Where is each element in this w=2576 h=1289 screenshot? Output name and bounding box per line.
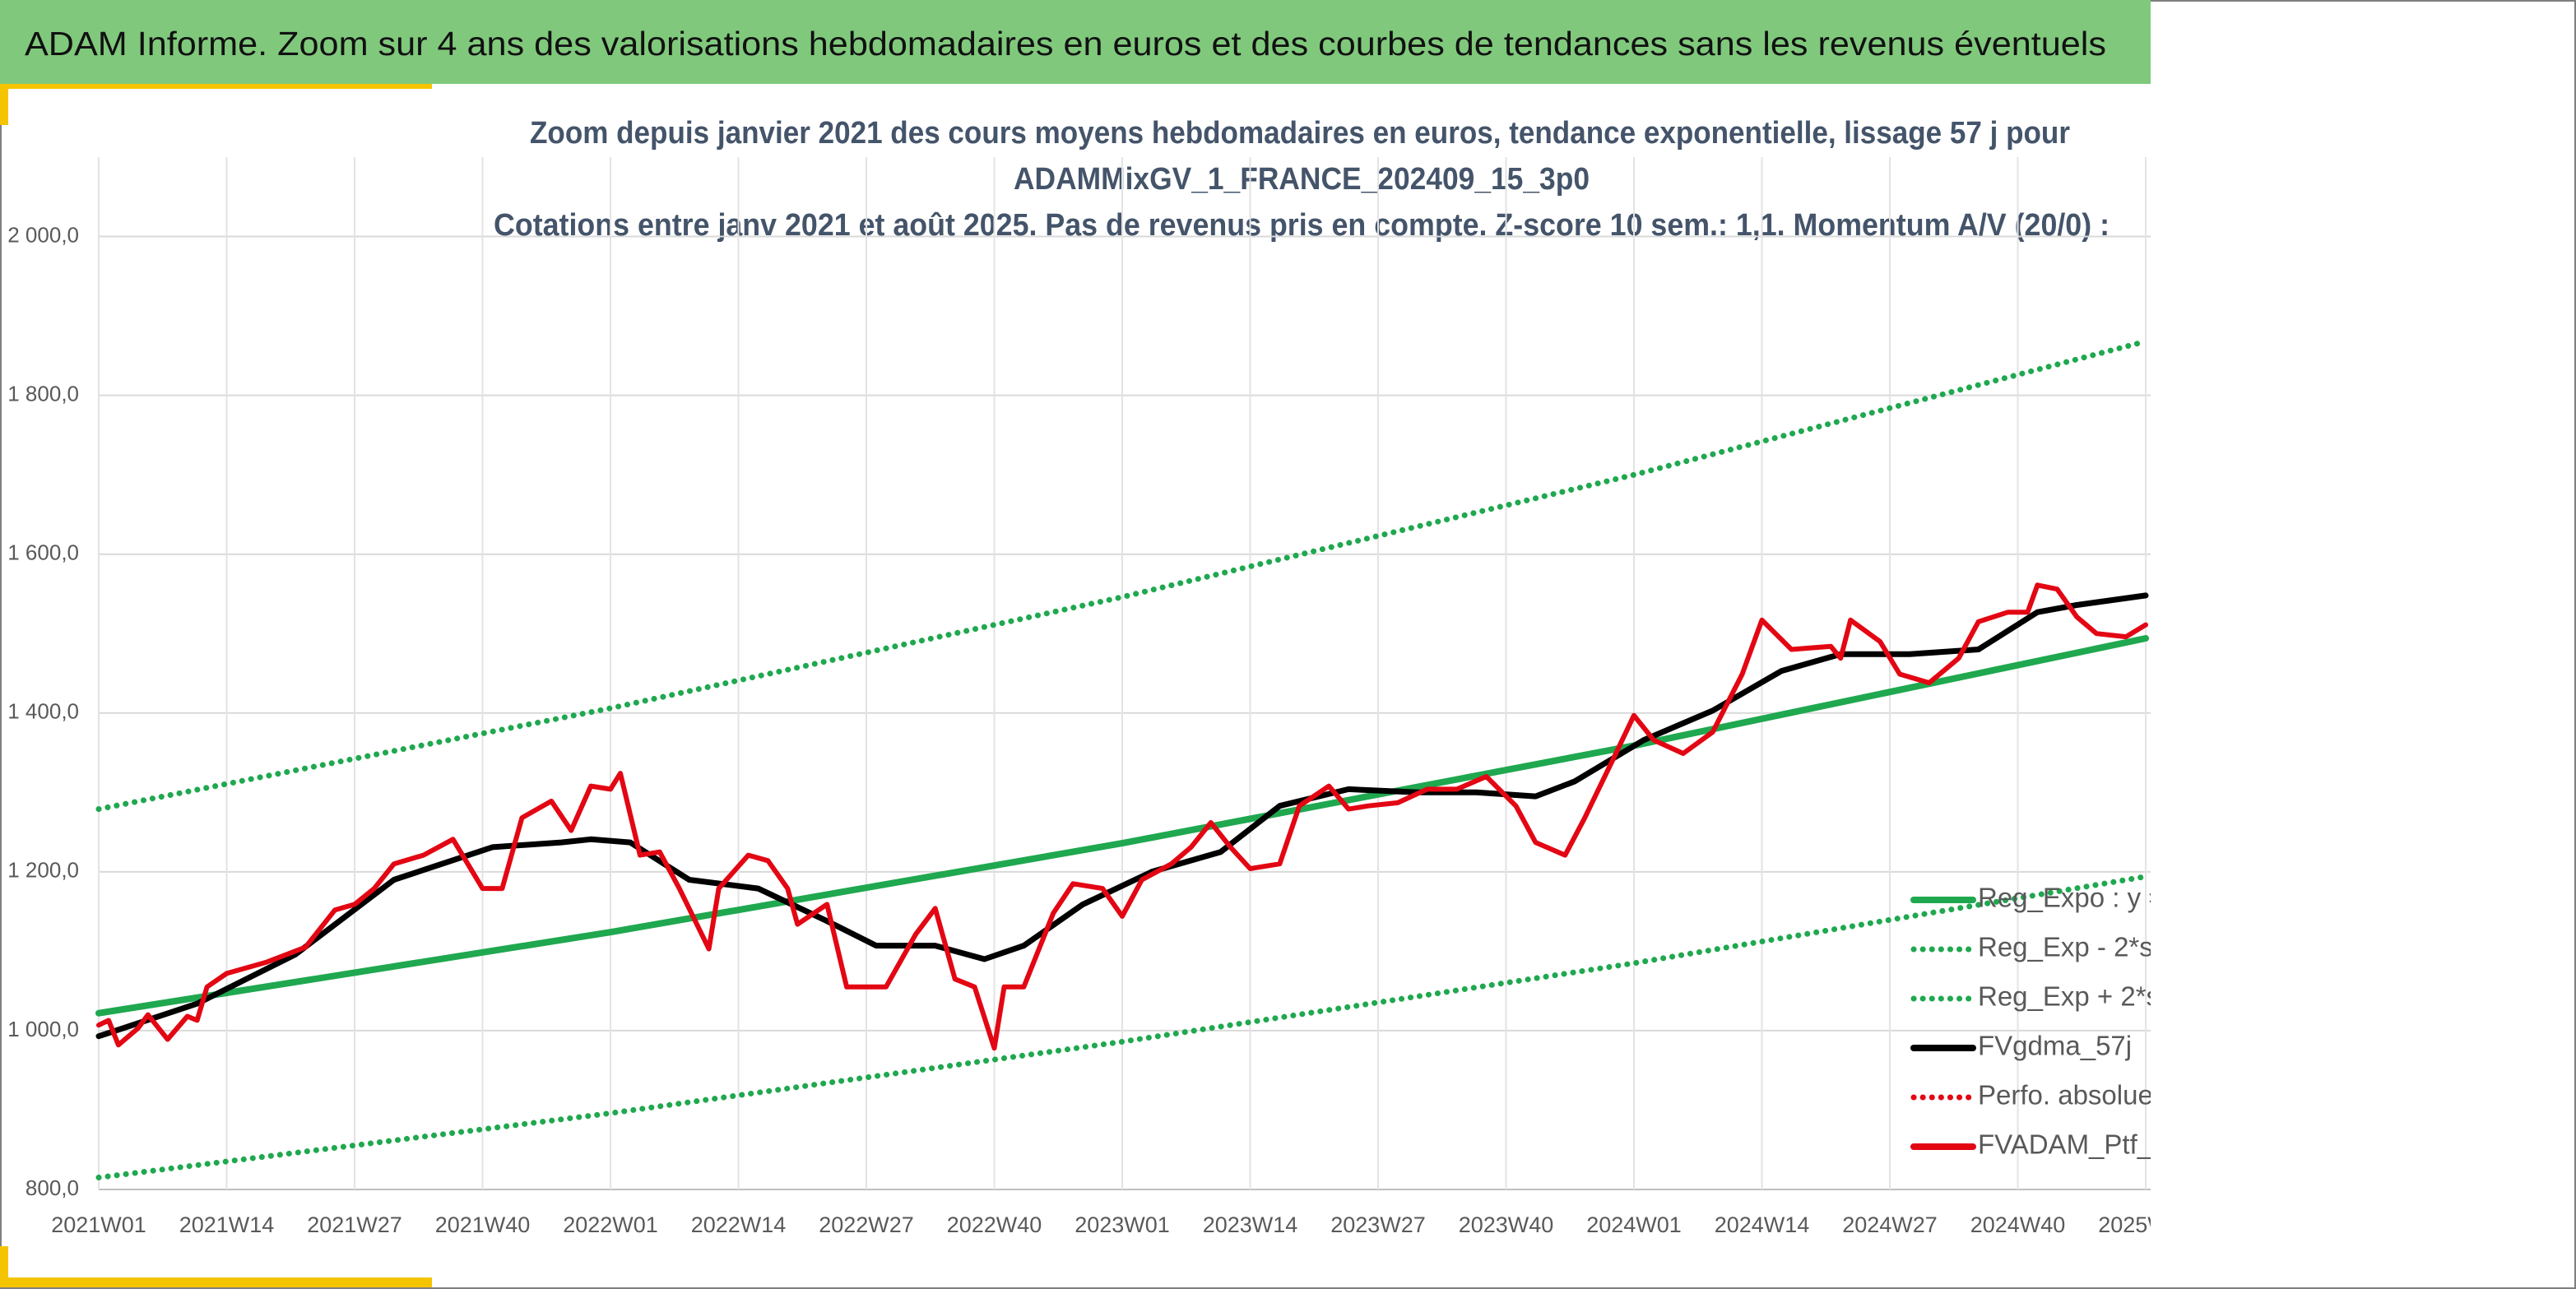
x-tick-label: 2021W01: [51, 1212, 146, 1237]
accent: [0, 84, 432, 89]
x-tick-label: 2023W01: [1074, 1212, 1170, 1237]
legend-label: Perfo. absolue: [1978, 1080, 2153, 1110]
x-tick-label: 2025W01: [2098, 1212, 2193, 1237]
x-tick-label: 2024W27: [1842, 1212, 1938, 1237]
y-tick-label: 800,0: [26, 1175, 79, 1200]
series-line: [96, 582, 2148, 1051]
x-tick-label: 2022W14: [691, 1212, 787, 1237]
plot: 800,0 1 000,0 1 200,0 1 400,0 1 600,0 1 800,0…: [7, 157, 2193, 1237]
x-tick-label: 2021W14: [179, 1212, 275, 1237]
x-tick-label: 2024W01: [1586, 1212, 1682, 1237]
x-tick-label: 2024W14: [1715, 1212, 1810, 1237]
x-tick-label: 2022W40: [947, 1212, 1042, 1237]
y-tick-label: 1 800,0: [7, 381, 79, 406]
legend-label: Reg_Expo : y =: [1978, 883, 2165, 913]
x-tick-label: 2023W40: [1459, 1212, 1554, 1237]
header-title: ADAM Informe. Zoom sur 4 ans des valoris…: [25, 25, 2106, 63]
legend-label: FVADAM_Ptf_s: [1978, 1129, 2166, 1160]
legend-label: Reg_Exp - 2*sig: [1978, 932, 2174, 962]
legend-label: FVgdma_57j: [1978, 1031, 2132, 1061]
chart-title: ADAMMixGV_1_FRANCE_202409_15_3p0: [1014, 162, 1590, 197]
series-line: [95, 635, 2149, 1017]
y-tick-label: 1 200,0: [7, 858, 79, 883]
series-line: [95, 338, 2149, 813]
y-tick-label: 1 000,0: [7, 1017, 79, 1041]
y-tick-label: 1 600,0: [7, 540, 79, 565]
y-tick-label: 1 400,0: [7, 699, 79, 724]
x-tick-label: 2021W27: [307, 1212, 402, 1237]
accent: [0, 1246, 8, 1287]
x-tick-label: 2023W14: [1203, 1212, 1298, 1237]
accent: [0, 84, 8, 125]
x-tick-label: 2023W27: [1330, 1212, 1426, 1237]
x-tick-label: 2022W01: [563, 1212, 658, 1237]
legend-label: Reg_Exp + 2*si: [1978, 981, 2165, 1012]
x-tick-label: 2022W27: [819, 1212, 914, 1237]
x-tick-label: 2024W40: [1970, 1212, 2066, 1237]
header-bar: [0, 0, 2151, 84]
y-tick-label: 2 000,0: [7, 222, 79, 247]
accent: [0, 1277, 432, 1287]
x-tick-label: 2021W40: [435, 1212, 531, 1237]
series-line: [95, 874, 2149, 1180]
chart-title: Cotations entre janv 2021 et août 2025. …: [494, 208, 2110, 243]
chart-title: Zoom depuis janvier 2021 des cours moyen…: [530, 116, 2070, 151]
